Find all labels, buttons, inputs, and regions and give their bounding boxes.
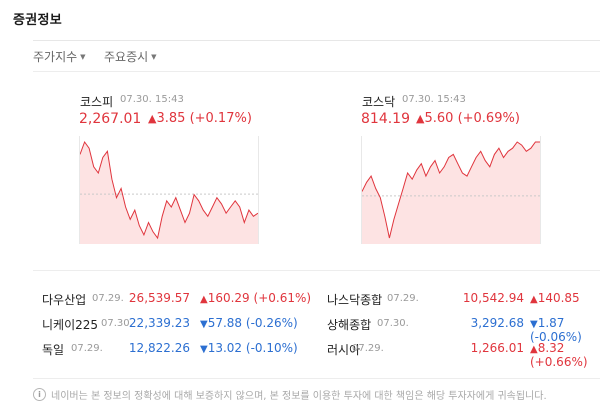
world-index-change-percent: (-0.06%): [530, 330, 582, 344]
world-index-change-value: 8.32: [537, 341, 565, 355]
triangle-up-icon: ▲: [416, 112, 425, 125]
kosdaq-chart[interactable]: [361, 136, 541, 244]
triangle-up-icon: ▲: [530, 294, 538, 305]
tabs-divider: [33, 71, 600, 72]
world-index-date: 07.29.: [71, 343, 103, 354]
kosdaq-value: 814.19: [361, 111, 410, 127]
world-index-name[interactable]: 상해종합: [327, 318, 372, 332]
world-index-name[interactable]: 러시아: [327, 343, 361, 357]
triangle-down-icon: ▼: [200, 319, 208, 330]
kospi-value: 2,267.01: [79, 111, 142, 127]
world-index-change-percent: (-0.10%): [245, 341, 298, 355]
kospi-change-percent: (+0.17%): [189, 111, 252, 126]
section-divider: [33, 270, 600, 271]
chart-line: [80, 140, 258, 240]
kosdaq-change-percent: (+0.69%): [457, 111, 520, 126]
world-index-change-percent: (-0.26%): [245, 316, 298, 330]
world-index-date: 07.30.: [101, 318, 133, 329]
world-index-value: 10,542.94: [462, 291, 524, 305]
kospi-name[interactable]: 코스피: [80, 95, 114, 109]
footer-divider: [33, 378, 600, 379]
kosdaq-change-value: 5.60: [424, 111, 454, 126]
world-index-date: 07.30.: [377, 318, 409, 329]
world-index-change: ▲140.85: [530, 291, 580, 305]
chart-area: [80, 142, 258, 244]
disclaimer-text: 네이버는 본 정보의 정확성에 대해 보증하지 않으며, 본 정보를 이용한 투…: [51, 391, 547, 402]
world-index-value: 12,822.26: [128, 341, 190, 355]
world-index-value: 26,539.57: [128, 291, 190, 305]
kospi-time: 07.30. 15:43: [120, 94, 184, 105]
triangle-up-icon: ▲: [148, 112, 157, 125]
kosdaq-chart-svg: [362, 141, 540, 244]
world-index-change-value: 160.29: [207, 291, 250, 305]
world-index-change-percent: (+0.61%): [253, 291, 312, 305]
kosdaq-change: ▲5.60 (+0.69%): [416, 111, 520, 126]
tab-stock-index[interactable]: 주가지수 ▼: [33, 48, 86, 65]
header-divider: [33, 40, 600, 41]
chevron-down-icon: ▼: [80, 52, 86, 61]
world-index-name[interactable]: 나스닥종합: [327, 293, 383, 307]
world-index-value: 22,339.23: [128, 316, 190, 330]
triangle-down-icon: ▼: [530, 319, 538, 330]
world-index-value: 1,266.01: [470, 341, 524, 355]
chart-area: [362, 142, 540, 244]
world-index-change: ▼1.87 (-0.06%): [530, 316, 600, 344]
triangle-up-icon: ▲: [200, 294, 208, 305]
world-index-name[interactable]: 니케이225: [42, 318, 99, 332]
kosdaq-name[interactable]: 코스닥: [362, 95, 396, 109]
triangle-up-icon: ▲: [530, 344, 538, 355]
tab-major-markets-label: 주요증시: [104, 50, 149, 64]
world-index-change: ▲160.29 (+0.61%): [200, 291, 311, 305]
kosdaq-time: 07.30. 15:43: [402, 94, 466, 105]
world-index-change: ▲8.32 (+0.66%): [530, 341, 600, 369]
world-index-change: ▼13.02 (-0.10%): [200, 341, 298, 355]
world-index-name[interactable]: 독일: [42, 343, 65, 357]
info-icon: i: [33, 388, 46, 401]
page-title: 증권정보: [13, 13, 63, 28]
kospi-chart-svg: [80, 140, 258, 244]
kospi-change: ▲3.85 (+0.17%): [148, 111, 252, 126]
world-index-name[interactable]: 다우산업: [42, 293, 87, 307]
world-index-date: 07.29.: [352, 343, 384, 354]
chevron-down-icon: ▼: [151, 52, 157, 61]
chart-line: [362, 141, 540, 239]
world-index-change: ▼57.88 (-0.26%): [200, 316, 298, 330]
world-index-date: 07.29.: [92, 293, 124, 304]
kospi-chart[interactable]: [79, 136, 259, 244]
world-index-change-value: 57.88: [207, 316, 243, 330]
kospi-change-value: 3.85: [156, 111, 186, 126]
world-index-change-value: 13.02: [207, 341, 243, 355]
triangle-down-icon: ▼: [200, 344, 208, 355]
world-index-date: 07.29.: [387, 293, 419, 304]
tab-stock-index-label: 주가지수: [33, 50, 78, 64]
world-index-value: 3,292.68: [470, 316, 524, 330]
world-index-change-percent: (+0.66%): [530, 355, 588, 369]
world-index-change-value: 140.85: [537, 291, 580, 305]
tab-major-markets[interactable]: 주요증시 ▼: [104, 48, 157, 65]
world-index-change-value: 1.87: [537, 316, 565, 330]
disclaimer: i 네이버는 본 정보의 정확성에 대해 보증하지 않으며, 본 정보를 이용한…: [33, 387, 547, 402]
